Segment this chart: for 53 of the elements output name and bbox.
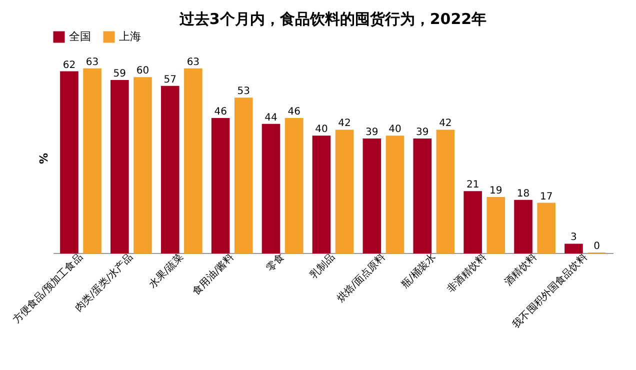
bar: [312, 136, 331, 254]
data-label: 53: [237, 86, 250, 98]
bar: [362, 138, 382, 254]
bar: [184, 68, 202, 254]
data-label: 40: [315, 124, 328, 136]
bar: [386, 136, 404, 254]
bar: [464, 191, 482, 254]
data-label: 0: [594, 241, 600, 252]
x-tick-label: 零食: [264, 251, 287, 274]
bar: [413, 138, 432, 254]
bar: [160, 86, 180, 254]
data-label: 39: [366, 127, 378, 138]
bar: [514, 200, 532, 254]
bar: [564, 244, 583, 254]
bar: [234, 98, 253, 254]
bar: [436, 130, 455, 254]
data-label: 17: [540, 191, 553, 202]
legend-label: 全国: [69, 30, 91, 43]
bar: [60, 71, 78, 254]
data-label: 63: [86, 56, 99, 68]
bar: [486, 196, 506, 254]
data-label: 57: [164, 74, 176, 86]
data-label: 44: [264, 112, 278, 124]
data-label: 40: [388, 124, 402, 136]
data-label: 19: [490, 185, 502, 196]
chart-title: 过去3个月内，食品饮料的囤货行为，2022年: [178, 10, 487, 28]
x-tick-label: 水果/蔬菜: [146, 251, 186, 290]
bar: [83, 68, 102, 254]
bar: [110, 80, 129, 254]
data-label: 21: [466, 180, 480, 191]
data-label: 42: [439, 118, 452, 130]
data-label: 3: [570, 232, 577, 244]
data-label: 42: [338, 118, 351, 130]
data-label: 59: [113, 68, 126, 80]
bar: [537, 202, 556, 254]
bar: [134, 77, 152, 254]
y-axis-title: %: [38, 152, 50, 164]
data-label: 46: [214, 106, 227, 118]
bar: [262, 124, 280, 254]
x-tick-label: 瓶/桶装水: [398, 251, 438, 290]
x-tick-label: 食用油/酱料: [190, 251, 236, 298]
data-label: 46: [288, 106, 300, 118]
data-label: 39: [416, 127, 429, 138]
bar: [335, 130, 354, 254]
data-label: 62: [62, 60, 76, 71]
bar: [284, 118, 304, 254]
bar: [211, 118, 230, 254]
x-tick-label: 酒精饮料: [502, 251, 540, 288]
data-label: 63: [186, 56, 200, 68]
data-label: 60: [136, 66, 150, 77]
x-tick-label: 非酒精饮料: [444, 251, 489, 296]
data-label: 18: [516, 188, 530, 200]
legend-label: 上海: [119, 30, 141, 43]
